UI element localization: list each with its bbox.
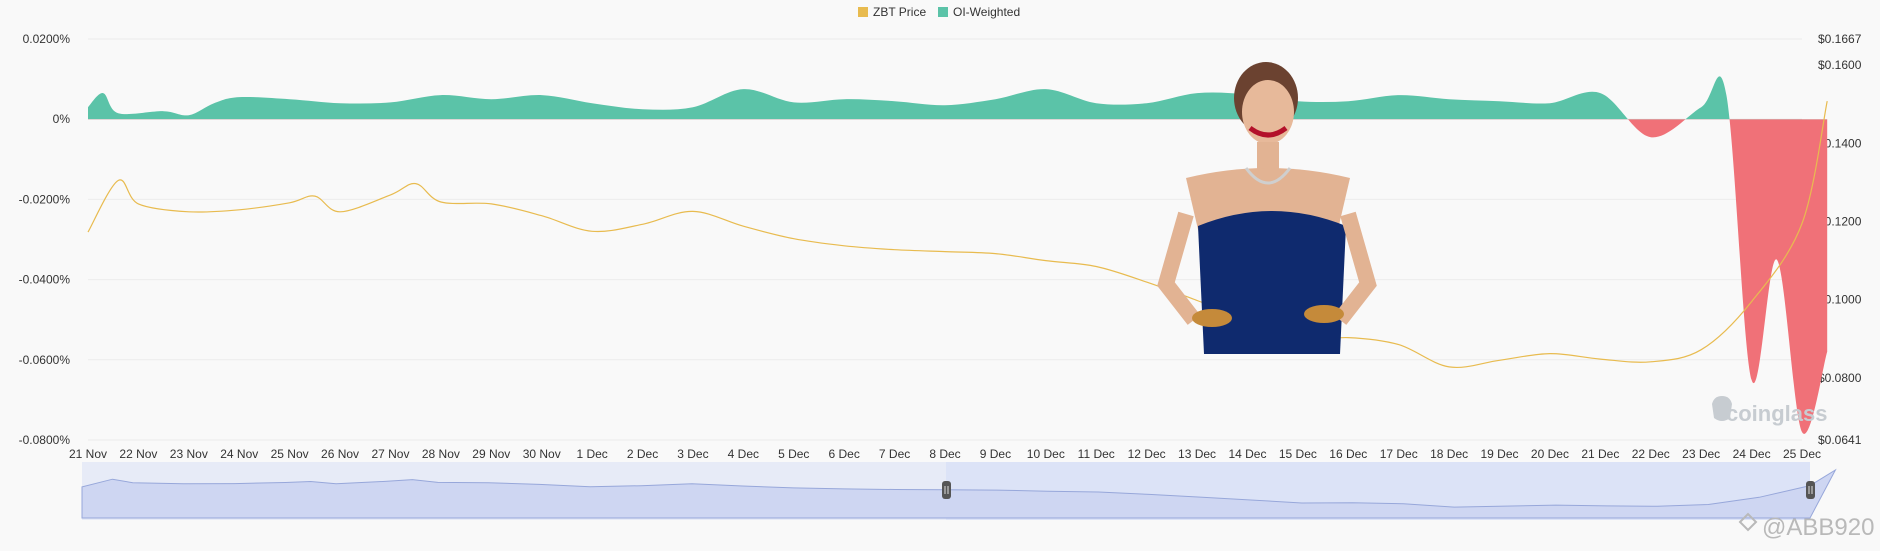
navigator-price-line [81, 468, 1837, 519]
x-axis-tick-label: 25 Nov [271, 447, 309, 461]
oi-weighted-series [88, 76, 1828, 434]
footer-credit-text: @ABB920 [1762, 514, 1874, 541]
x-axis-tick-label: 19 Dec [1481, 447, 1519, 461]
x-axis-tick-label: 29 Nov [472, 447, 510, 461]
range-navigator[interactable] [81, 462, 1837, 520]
left-axis: 0.0200% 0% -0.0200% -0.0400% -0.0600% -0.0800… [19, 32, 71, 447]
legend-label-zbt-price: ZBT Price [873, 5, 926, 19]
x-axis-tick-label: 22 Dec [1632, 447, 1670, 461]
navigator-handle-right[interactable] [1806, 481, 1815, 499]
left-axis-tick-label: -0.0200% [19, 192, 71, 206]
x-axis-tick-label: 15 Dec [1279, 447, 1317, 461]
right-axis-tick-label: $0.0800 [1818, 371, 1862, 385]
x-axis-tick-label: 1 Dec [576, 447, 607, 461]
x-axis-tick-label: 14 Dec [1228, 447, 1266, 461]
oi-weighted-area-positive [88, 76, 1730, 120]
coinglass-watermark: coinglass [1712, 396, 1827, 426]
x-axis-tick-label: 26 Nov [321, 447, 359, 461]
right-axis-tick-label: $0.1400 [1818, 136, 1862, 150]
zbt-price-line [87, 100, 1828, 369]
coinglass-logo-icon [1712, 396, 1732, 421]
right-axis-tick-label: $0.1200 [1818, 215, 1862, 229]
legend-item-oi-weighted[interactable]: OI-Weighted [938, 5, 1020, 19]
legend: ZBT Price OI-Weighted [858, 5, 1020, 19]
legend-swatch-oi-weighted [938, 7, 948, 17]
right-axis-tick-label: $0.0641 [1818, 433, 1862, 447]
x-axis-tick-label: 25 Dec [1783, 447, 1821, 461]
x-axis-tick-label: 4 Dec [728, 447, 759, 461]
x-axis-tick-label: 12 Dec [1128, 447, 1166, 461]
footer-credit: @ABB920 [1738, 512, 1874, 541]
x-axis-tick-label: 13 Dec [1178, 447, 1216, 461]
navigator-handle-left[interactable] [942, 481, 951, 499]
x-axis-tick-label: 3 Dec [677, 447, 708, 461]
x-axis-tick-label: 27 Nov [371, 447, 409, 461]
x-axis-tick-label: 30 Nov [523, 447, 561, 461]
left-axis-tick-label: -0.0400% [19, 273, 71, 287]
x-axis-tick-label: 7 Dec [879, 447, 910, 461]
left-axis-tick-label: 0% [53, 112, 71, 126]
x-axis-tick-label: 6 Dec [828, 447, 859, 461]
right-axis-tick-label: $0.1600 [1818, 58, 1862, 72]
right-axis: $0.1667 $0.1600 $0.1400 $0.1200 $0.1000 $0.08… [1818, 32, 1862, 447]
x-axis-tick-label: 11 Dec [1078, 447, 1115, 461]
zbt-price-series [87, 100, 1828, 369]
left-axis-tick-label: -0.0600% [19, 353, 71, 367]
diamond-logo-icon [1738, 512, 1758, 532]
x-axis-tick-label: 5 Dec [778, 447, 809, 461]
oi-weighted-area-negative [88, 119, 1828, 434]
right-axis-tick-label: $0.1000 [1818, 293, 1862, 307]
right-axis-tick-label: $0.1667 [1818, 32, 1862, 46]
x-axis-tick-label: 16 Dec [1329, 447, 1367, 461]
x-axis-tick-label: 23 Dec [1682, 447, 1720, 461]
x-axis-tick-label: 20 Dec [1531, 447, 1569, 461]
legend-swatch-zbt-price [858, 7, 868, 17]
x-axis: 21 Nov 22 Nov 23 Nov 24 Nov 25 Nov 26 Nov 27 N… [69, 447, 1821, 461]
x-axis-tick-label: 24 Dec [1733, 447, 1771, 461]
x-axis-tick-label: 23 Nov [170, 447, 208, 461]
legend-item-zbt-price[interactable]: ZBT Price [858, 5, 926, 19]
coinglass-watermark-text: coinglass [1726, 401, 1827, 426]
x-axis-tick-label: 9 Dec [980, 447, 1011, 461]
x-axis-tick-label: 22 Nov [119, 447, 157, 461]
x-axis-tick-label: 17 Dec [1380, 447, 1418, 461]
legend-label-oi-weighted: OI-Weighted [953, 5, 1020, 19]
x-axis-tick-label: 2 Dec [627, 447, 658, 461]
left-axis-tick-label: 0.0200% [23, 32, 71, 46]
overlay-woman-figure-illustration [1157, 62, 1377, 354]
x-axis-tick-label: 18 Dec [1430, 447, 1468, 461]
gridlines [88, 38, 1802, 441]
x-axis-tick-label: 10 Dec [1027, 447, 1065, 461]
x-axis-tick-label: 21 Nov [69, 447, 107, 461]
x-axis-tick-label: 28 Nov [422, 447, 460, 461]
x-axis-tick-label: 24 Nov [220, 447, 258, 461]
x-axis-tick-label: 8 Dec [929, 447, 960, 461]
left-axis-tick-label: -0.0800% [19, 433, 71, 447]
x-axis-tick-label: 21 Dec [1581, 447, 1619, 461]
